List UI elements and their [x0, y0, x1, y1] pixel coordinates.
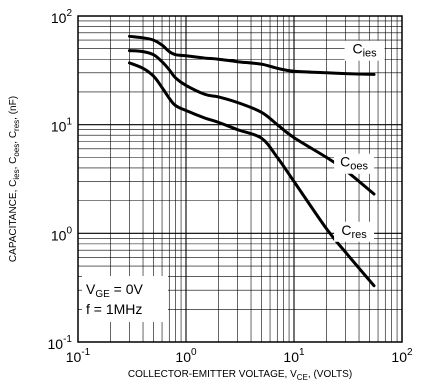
series-line-ies — [128, 34, 376, 76]
test-conditions-note: VGE = 0Vf = 1MHz — [82, 276, 168, 322]
y-tick-label: 101 — [51, 117, 73, 135]
series-line-oes — [128, 49, 376, 196]
y-tick-label: 102 — [51, 8, 73, 26]
x-tick-label: 100 — [175, 347, 197, 365]
y-tick-label: 10-1 — [48, 334, 73, 352]
series-label-bg — [344, 40, 385, 61]
series-label-bg — [334, 153, 375, 174]
series-label-oes: Coes — [340, 154, 368, 173]
y-axis-title: CAPACITANCE, Cies, Coes, Cres, (nF) — [8, 96, 21, 262]
series-label-bg — [334, 221, 375, 242]
x-axis-ticks: 10-1 100 101 102 — [66, 347, 413, 365]
series-labels: Cies Coes Cres — [334, 40, 385, 242]
plot-frame — [77, 15, 403, 343]
x-axis-title: COLLECTOR-EMITTER VOLTAGE, VCE, (VOLTS) — [128, 369, 352, 382]
note-background — [82, 276, 168, 322]
series-label-res: Cres — [341, 222, 367, 241]
y-axis-ticks: 10-1 100 101 102 — [48, 8, 73, 352]
series-line-res — [128, 61, 376, 288]
x-tick-label: 10-1 — [66, 347, 91, 365]
series-label-ies: Cies — [352, 41, 377, 60]
x-tick-label: 102 — [391, 347, 413, 365]
note-line: f = 1MHz — [86, 301, 142, 317]
note-line: VGE = 0V — [86, 281, 144, 300]
x-tick-label: 101 — [283, 347, 305, 365]
series-lines — [128, 34, 376, 288]
y-tick-label: 100 — [51, 225, 73, 243]
